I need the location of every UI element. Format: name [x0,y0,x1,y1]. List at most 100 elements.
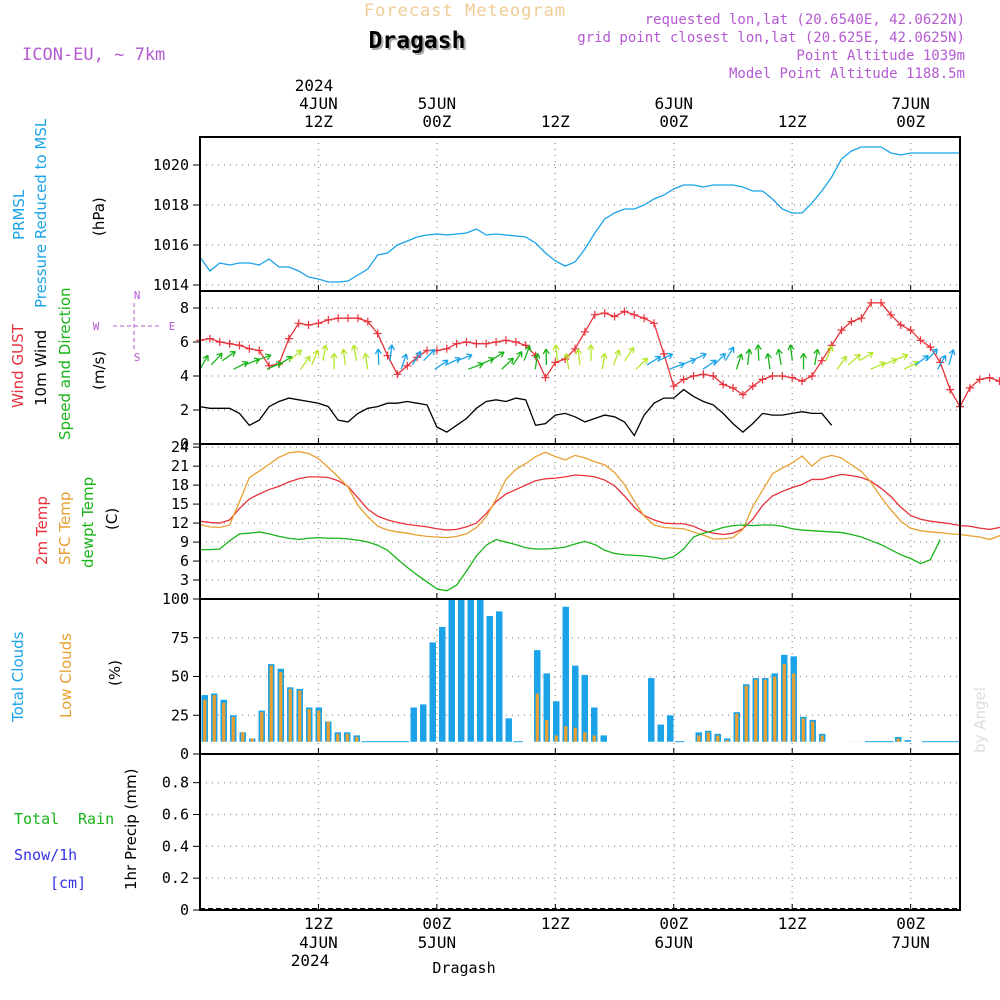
compass-e: E [169,320,176,333]
watermark: by Angel [971,687,989,753]
panel-frame [199,443,961,600]
wind-arrow [635,357,649,370]
wind-arrow [288,349,302,362]
compass-s: S [134,351,141,364]
gust-marker [373,329,382,338]
wind-arrow-shape [612,349,621,366]
top-date-label: 6JUN [655,94,694,113]
precip-labels: Total Rain Snow/1h [cm] 1hr Precip (mm) [14,769,140,892]
gust-marker [867,298,876,307]
wind-arrow [764,352,772,370]
pressure-label-msl: Pressure Reduced to MSL [32,118,50,308]
low-cloud-bar [811,721,815,742]
wind-arrow-shape [468,361,484,370]
low-cloud-bar [307,709,311,742]
y-tick-label: 4 [180,367,189,385]
wind-arrow-shape [937,354,947,370]
gust-marker [758,375,767,384]
wind-arrow [775,348,783,366]
cloud-label-low: Low Clouds [57,633,75,718]
wind-arrow [702,359,717,370]
y-tick-label: 0.6 [162,805,189,823]
wind-arrow [468,361,484,370]
wind-arrow-shape [775,348,783,366]
y-tick-label: 0 [180,745,189,763]
gust-marker [926,343,935,352]
wind-arrow [825,345,834,361]
wind-arrow-shape [787,344,795,361]
total-cloud-bar [667,715,674,742]
y-tick-label: 18 [171,476,189,494]
wind-arrow-shape [657,352,674,362]
gust-marker [728,383,737,392]
wind-arrow [612,349,621,366]
low-cloud-bar [288,688,292,742]
total-cloud-bar [467,599,474,742]
total-cloud-bar [581,674,588,742]
panels: 1014101610181020024680369121518212402550… [153,136,1000,919]
low-cloud-bar [326,721,330,742]
wind-arrow-shape [825,345,834,361]
low-cloud-bar [298,690,302,742]
bottom-hour-label: 00Z [422,914,451,933]
wind-arrow-shape [456,353,473,362]
wind-arrow-shape [300,355,311,370]
total-cloud-bar [496,611,503,742]
gust-marker [353,314,362,323]
low-cloud-bar [545,719,549,742]
gust-marker [284,334,293,343]
low-cloud-bar [697,735,701,742]
wind-arrow [754,344,762,361]
pressure-label-prmsl: PRMSL [10,189,28,240]
temperature-labels: 2m Temp SFC Temp dewpt Temp (C) [33,477,121,568]
wind-arrow-shape [411,350,422,366]
gust-marker [985,373,994,382]
total-cloud-bar [572,665,579,742]
low-cloud-bar [792,673,796,742]
top-hour-label: 12Z [304,112,333,131]
gust-marker [571,344,580,353]
panel-clouds: 0 25 50 75 100 [162,590,961,763]
gust-marker [225,339,234,348]
wind-arrow-shape [724,346,735,362]
top-hour-label: 12Z [778,112,807,131]
low-cloud-bar [725,740,729,742]
wind-arrow [691,352,707,362]
total-cloud-bar [439,626,446,742]
low-cloud-bar [583,732,587,742]
bottom-date-label: 6JUN [655,933,694,952]
wind-arrow [624,346,635,362]
wind-arrow-shape [400,353,409,370]
gust-marker [462,338,471,346]
wind-arrow [903,360,919,370]
low-cloud-bar [801,718,805,742]
bottom-hour-label: 12Z [541,914,570,933]
wind-arrow [669,361,685,370]
wind-arrow [340,348,348,366]
wind-arrow [563,353,571,370]
gust-marker [442,344,451,353]
low-cloud-bar [269,665,273,742]
model-altitude: Model Point Altitude 1188.5m [729,66,965,82]
wind-arrow [501,357,514,370]
gust-marker [886,310,895,319]
wind-arrow-shape [764,352,772,370]
top-date-label: 7JUN [891,94,930,113]
y-tick-label: 6 [180,552,189,570]
low-cloud-bar [706,732,710,742]
wind-arrow [523,345,532,361]
wind-arrow-shape [512,351,523,366]
total-cloud-bar [486,616,493,742]
y-tick-label: 6 [180,333,189,351]
wind-arrow [300,355,311,370]
wind-arrow [859,351,874,362]
precip-label-snow: Snow/1h [14,846,77,864]
wind-arrow [813,348,821,366]
low-cloud-bar [592,735,596,742]
gust-marker [748,382,757,391]
total-cloud-bar [600,735,607,742]
wind-arrow-shape [735,353,744,370]
series-sfc-temp [199,450,1000,541]
low-cloud-bar [554,735,558,742]
